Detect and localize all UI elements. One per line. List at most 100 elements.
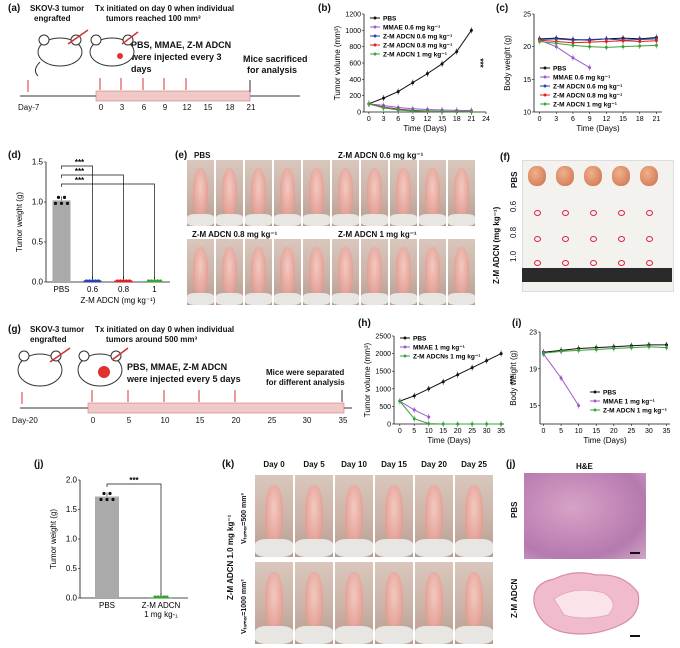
tumor-remnant — [590, 210, 597, 216]
g-sep-line1: Mice were separated — [266, 368, 345, 377]
y-tick-label: 500 — [379, 404, 391, 411]
data-point — [554, 45, 558, 49]
legend-label: PBS — [553, 66, 567, 73]
mouse-body — [465, 485, 483, 543]
scatter-point — [127, 279, 132, 283]
data-point — [470, 366, 474, 370]
y-tick-label: 25 — [523, 12, 531, 19]
k-day-header: Day 15 — [381, 460, 407, 469]
x-tick-label: 0 — [367, 116, 371, 123]
mouse-body — [367, 247, 382, 295]
a-tick-label: 15 — [203, 103, 213, 112]
tumor-remnant — [618, 210, 625, 216]
f-row-06: 0.6 — [509, 200, 518, 212]
category-label: PBS — [53, 285, 69, 294]
k-v500-label: Vₜᵤₘₒᵣ=500 mm³ — [241, 493, 248, 544]
data-point — [456, 373, 460, 377]
significance-marker: *** — [475, 58, 484, 68]
mouse-body — [396, 168, 411, 216]
legend-label: Z-M ADCN 1 mg kg⁻¹ — [553, 102, 617, 109]
data-point — [455, 50, 459, 54]
y-axis-label: Body weight (g) — [510, 350, 518, 406]
mouse-photo — [187, 160, 214, 226]
data-point — [577, 404, 581, 408]
a-tick-label: 21 — [246, 103, 256, 112]
tumor-sample — [528, 166, 546, 186]
g-tick-label: 15 — [195, 416, 205, 425]
data-point — [412, 417, 416, 421]
legend-label: MMAE 0.6 mg kg⁻¹ — [383, 25, 440, 32]
mouse-body — [385, 572, 403, 630]
x-axis-label: Time (Days) — [583, 436, 627, 445]
scatter-point — [121, 279, 126, 283]
mouse-body — [396, 247, 411, 295]
g-tick-label: 25 — [267, 416, 277, 425]
mouse-photo — [274, 239, 301, 305]
data-point — [612, 347, 616, 351]
y-tick-label: 800 — [349, 44, 361, 51]
k-mouse-photo — [415, 562, 453, 644]
y-axis-label: Body weight (g) — [503, 35, 512, 91]
y-tick-label: 2.0 — [66, 476, 78, 485]
y-axis-label: Tumor volume (mm³) — [333, 25, 342, 100]
y-tick-label: 1500 — [375, 369, 391, 376]
data-point — [398, 399, 402, 403]
x-tick-label: 15 — [438, 116, 446, 123]
mouse-with-tumor-icon — [89, 31, 139, 67]
tumor-remnant — [562, 236, 569, 242]
series-line — [543, 346, 667, 354]
k-mouse-photo — [415, 475, 453, 557]
a-inj-line3: days — [131, 64, 152, 74]
legend-marker — [593, 399, 597, 403]
data-point — [411, 81, 415, 85]
data-point — [604, 45, 608, 49]
mouse-photo — [390, 239, 417, 305]
legend-marker — [543, 93, 547, 97]
mouse-photo — [216, 239, 243, 305]
scatter-point — [156, 595, 160, 599]
k-mouse-photo — [455, 475, 493, 557]
a-tick-label: 6 — [141, 103, 147, 112]
a-tick-label: 9 — [162, 103, 168, 112]
scatter-point — [118, 279, 123, 283]
data-point — [604, 39, 608, 43]
x-tick-label: 30 — [645, 428, 653, 435]
legend-label: MMAE 1 mg kg⁻¹ — [413, 345, 465, 352]
tumor-sample — [640, 166, 658, 186]
scatter-point — [93, 279, 98, 283]
glove — [332, 214, 359, 226]
y-tick-label: 15 — [523, 77, 531, 84]
x-tick-label: 15 — [439, 428, 447, 435]
y-tick-label: 0 — [387, 422, 391, 429]
data-point — [412, 408, 416, 412]
y-tick-label: 600 — [349, 61, 361, 68]
scatter-point — [159, 595, 163, 599]
y-axis-label: Tumor volume (mm³) — [363, 342, 372, 417]
a-engraft-line1: SKOV-3 tumor — [30, 4, 85, 13]
k-mouse-photo — [255, 475, 293, 557]
x-tick-label: 20 — [454, 428, 462, 435]
panel-label-j1: (j) — [34, 459, 44, 470]
panel-label-f: (f) — [500, 152, 510, 163]
y-axis-label: Tumor weight (g) — [49, 509, 58, 570]
x-tick-label: 9 — [411, 116, 415, 123]
data-point — [382, 106, 386, 110]
scatter-point — [153, 595, 157, 599]
tumor-remnant — [618, 236, 625, 242]
legend-marker — [373, 34, 377, 38]
mouse-photo — [187, 239, 214, 305]
scatter-point — [102, 491, 106, 496]
g-engraft-line1: SKOV-3 tumor — [30, 325, 85, 334]
a-tx-line1: Tx initiated on day 0 when individual — [95, 4, 235, 13]
mouse-icon — [17, 347, 71, 387]
x-tick-label: 25 — [468, 428, 476, 435]
scatter-point — [158, 279, 163, 283]
a-tick-label: 3 — [119, 103, 125, 112]
y-tick-label: 200 — [349, 93, 361, 100]
data-point — [629, 346, 633, 350]
data-point — [485, 422, 489, 426]
data-point — [469, 110, 473, 114]
scatter-point — [59, 201, 64, 205]
significance-bracket — [61, 183, 155, 279]
panel-label-a: (a) — [8, 3, 21, 14]
